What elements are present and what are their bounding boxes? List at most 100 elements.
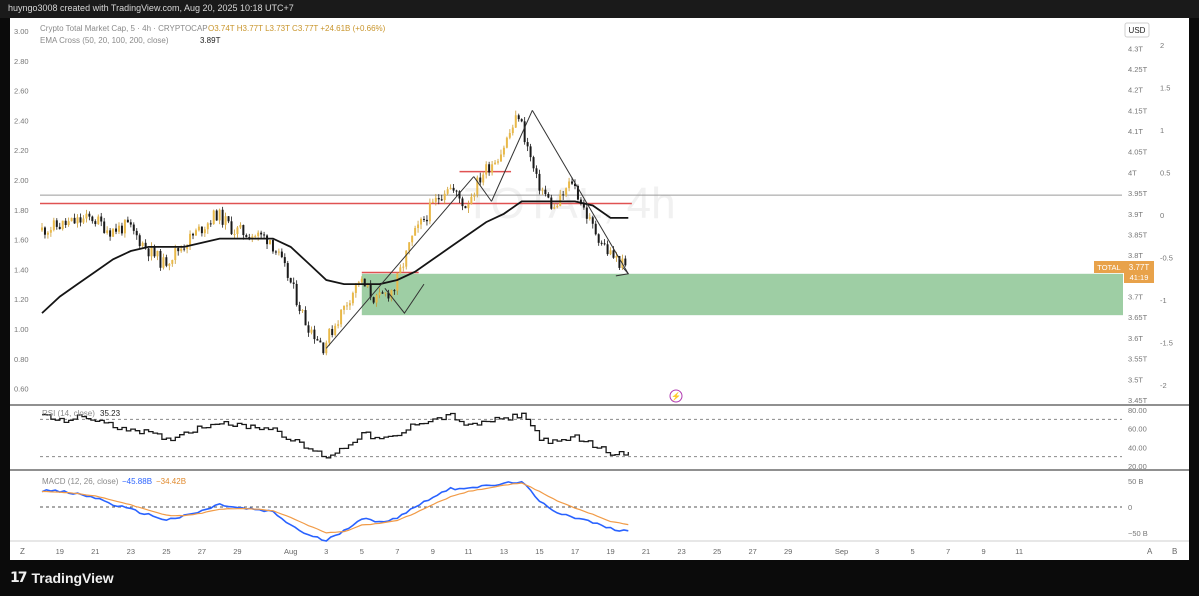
price-tick: 4.3T — [1128, 44, 1143, 53]
candle-body — [520, 119, 523, 122]
candle-body — [582, 203, 585, 208]
candle-body — [141, 242, 144, 247]
candle-body — [476, 177, 479, 195]
price-tick: 3.55T — [1128, 355, 1148, 364]
left-tick: 2.80 — [14, 57, 29, 66]
candle-body — [591, 217, 594, 224]
candle-body — [606, 244, 609, 255]
macd-tick: 0 — [1128, 503, 1132, 512]
candle-body — [310, 329, 313, 333]
candle-body — [260, 232, 263, 235]
candle-body — [43, 227, 46, 235]
corner-right-a[interactable]: A — [1147, 547, 1153, 556]
time-tick: 11 — [465, 547, 473, 556]
candle-body — [295, 283, 298, 306]
candle-body — [79, 217, 82, 223]
candle-body — [538, 173, 541, 191]
candle-body — [245, 235, 248, 238]
candle-body — [97, 216, 100, 225]
price-tick: 3.7T — [1128, 293, 1143, 302]
price-tick: 4.1T — [1128, 127, 1143, 136]
candle-body — [218, 209, 221, 221]
macd-label: MACD (12, 26, close) — [42, 477, 119, 486]
candle-body — [446, 189, 449, 194]
candle-body — [109, 230, 112, 237]
candle-body — [579, 199, 582, 204]
tradingview-brand-text: TradingView — [31, 570, 114, 586]
candle-body — [470, 196, 473, 205]
candle-body — [408, 242, 411, 251]
candle-body — [511, 127, 514, 134]
candle-body — [529, 146, 532, 158]
candle-body — [387, 292, 390, 299]
time-tick: 29 — [784, 547, 792, 556]
candle-body — [177, 248, 180, 252]
candle-body — [307, 325, 310, 333]
price-tick: 4.05T — [1128, 148, 1148, 157]
tradingview-brand[interactable]: 17 TradingView — [10, 570, 114, 586]
last-price: 3.77T — [1129, 263, 1150, 272]
legend-ema-value: 3.89T — [200, 36, 221, 45]
candle-body — [135, 230, 138, 236]
currency-box[interactable] — [1124, 22, 1150, 38]
candle-body — [106, 230, 109, 233]
candle-body — [254, 236, 257, 238]
price-tick: 3.85T — [1128, 230, 1148, 239]
candle-body — [150, 246, 153, 257]
corner-left[interactable]: Z — [20, 547, 25, 556]
corner-right-b[interactable]: B — [1172, 547, 1177, 556]
candle-body — [331, 328, 334, 336]
macd-tick: −50 B — [1128, 529, 1148, 538]
scale-tick: -1 — [1160, 296, 1167, 305]
candle-body — [396, 273, 399, 291]
candle-body — [452, 187, 455, 191]
time-tick: 5 — [910, 547, 914, 556]
candles — [41, 110, 627, 356]
candle-body — [414, 228, 417, 236]
candle-body — [440, 199, 443, 201]
candle-body — [337, 324, 340, 326]
candle-body — [76, 217, 79, 224]
candle-body — [479, 177, 482, 183]
candle-body — [562, 194, 565, 196]
total-badge-box — [1094, 261, 1124, 273]
candle-body — [153, 246, 156, 257]
candle-body — [505, 137, 508, 148]
candle-body — [82, 218, 85, 223]
candle-body — [458, 191, 461, 199]
candle-body — [328, 328, 331, 343]
candle-body — [609, 250, 612, 255]
candle-body — [280, 251, 283, 258]
candle-body — [266, 235, 269, 245]
time-tick: 25 — [713, 547, 721, 556]
candle-body — [144, 242, 147, 249]
candle-body — [568, 181, 571, 189]
candle-body — [292, 282, 295, 284]
candle-body — [363, 278, 366, 287]
chart-panel[interactable]: TOTAL, 4h Crypto Total Market Cap, 5 · 4… — [10, 18, 1189, 560]
macd-tick: 50 B — [1128, 477, 1143, 486]
candle-body — [399, 267, 402, 274]
price-tick: 3.65T — [1128, 313, 1148, 322]
candle-body — [221, 209, 224, 225]
candle-body — [230, 221, 233, 235]
candle-body — [514, 115, 517, 128]
candle-body — [523, 121, 526, 143]
candle-body — [203, 229, 206, 234]
candle-body — [455, 190, 458, 192]
scale-tick: 0 — [1160, 211, 1164, 220]
legend-ohlc: O3.74T H3.77T L3.73T C3.77T +24.61B (+0.… — [208, 24, 386, 33]
time-tick: 7 — [946, 547, 950, 556]
candle-body — [488, 164, 491, 173]
candle-body — [334, 325, 337, 336]
left-tick: 1.20 — [14, 295, 29, 304]
candle-body — [174, 248, 177, 261]
candle-body — [112, 228, 115, 237]
lightning-icon[interactable] — [669, 389, 683, 403]
rsi-label: RSI (14, close) — [42, 409, 95, 418]
candle-body — [85, 213, 88, 219]
candle-body — [532, 157, 535, 169]
candle-body — [117, 225, 120, 232]
time-tick: 27 — [748, 547, 756, 556]
time-tick: 29 — [233, 547, 241, 556]
